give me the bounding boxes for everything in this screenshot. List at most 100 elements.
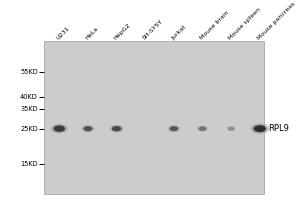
Ellipse shape — [171, 127, 176, 130]
Ellipse shape — [198, 126, 207, 131]
Ellipse shape — [142, 127, 148, 130]
Ellipse shape — [111, 126, 122, 132]
Ellipse shape — [249, 122, 271, 135]
Ellipse shape — [252, 124, 268, 133]
Ellipse shape — [107, 123, 126, 134]
Ellipse shape — [228, 127, 235, 131]
Ellipse shape — [87, 128, 89, 129]
Ellipse shape — [251, 124, 268, 134]
Text: HeLa: HeLa — [84, 26, 99, 41]
Ellipse shape — [85, 127, 90, 130]
Ellipse shape — [171, 127, 177, 131]
Ellipse shape — [115, 128, 118, 130]
Ellipse shape — [53, 125, 66, 132]
Ellipse shape — [55, 126, 64, 131]
Ellipse shape — [200, 127, 206, 130]
Ellipse shape — [167, 125, 180, 132]
Ellipse shape — [169, 126, 178, 131]
Ellipse shape — [230, 128, 232, 129]
Ellipse shape — [54, 126, 65, 132]
Ellipse shape — [167, 125, 181, 133]
Text: 40KD: 40KD — [20, 94, 38, 100]
Ellipse shape — [202, 128, 203, 129]
Ellipse shape — [169, 126, 179, 131]
Ellipse shape — [84, 126, 92, 131]
Text: Mouse spleen: Mouse spleen — [228, 7, 262, 41]
Text: U231: U231 — [56, 26, 71, 41]
Ellipse shape — [143, 128, 148, 130]
Ellipse shape — [226, 126, 236, 131]
Ellipse shape — [85, 127, 91, 131]
Ellipse shape — [254, 126, 265, 132]
Text: Mouse pancreas: Mouse pancreas — [256, 1, 296, 41]
Ellipse shape — [58, 128, 60, 129]
Ellipse shape — [227, 126, 235, 131]
Ellipse shape — [259, 128, 261, 129]
Ellipse shape — [258, 127, 262, 130]
Ellipse shape — [199, 127, 206, 131]
Ellipse shape — [201, 128, 204, 130]
Ellipse shape — [200, 127, 205, 130]
Ellipse shape — [166, 124, 182, 133]
Ellipse shape — [227, 127, 235, 131]
Ellipse shape — [57, 128, 62, 130]
Text: HepG2: HepG2 — [113, 22, 132, 41]
Ellipse shape — [108, 124, 125, 134]
Ellipse shape — [170, 126, 178, 131]
Ellipse shape — [224, 125, 238, 132]
Ellipse shape — [49, 123, 70, 134]
Ellipse shape — [144, 128, 146, 129]
Ellipse shape — [51, 124, 68, 133]
Text: Jurkat: Jurkat — [170, 24, 187, 41]
Ellipse shape — [110, 125, 123, 132]
Ellipse shape — [195, 124, 210, 133]
Text: 35KD: 35KD — [20, 106, 38, 112]
Ellipse shape — [253, 125, 266, 132]
Ellipse shape — [255, 126, 264, 131]
Ellipse shape — [254, 125, 266, 132]
Ellipse shape — [56, 127, 62, 130]
Ellipse shape — [113, 127, 120, 131]
Ellipse shape — [109, 124, 124, 133]
Text: 55KD: 55KD — [20, 69, 38, 75]
Text: Mouse brain: Mouse brain — [199, 10, 230, 41]
Ellipse shape — [196, 125, 209, 132]
Ellipse shape — [194, 124, 211, 133]
Ellipse shape — [48, 122, 71, 135]
Ellipse shape — [50, 123, 69, 134]
Ellipse shape — [82, 125, 94, 132]
Bar — [44, 41, 264, 194]
Text: RPL9: RPL9 — [268, 124, 289, 133]
Ellipse shape — [83, 126, 93, 132]
Ellipse shape — [172, 128, 176, 130]
Ellipse shape — [80, 124, 96, 133]
Ellipse shape — [112, 126, 121, 131]
Ellipse shape — [86, 128, 90, 130]
Ellipse shape — [198, 126, 207, 131]
Text: 25KD: 25KD — [20, 126, 38, 132]
Ellipse shape — [145, 128, 146, 129]
Ellipse shape — [168, 125, 180, 132]
Ellipse shape — [84, 126, 92, 131]
Ellipse shape — [141, 127, 150, 131]
Ellipse shape — [196, 125, 208, 132]
Ellipse shape — [248, 122, 272, 136]
Ellipse shape — [230, 128, 232, 129]
Ellipse shape — [142, 127, 148, 130]
Ellipse shape — [144, 128, 147, 129]
Ellipse shape — [116, 128, 118, 129]
Ellipse shape — [79, 123, 97, 134]
Ellipse shape — [228, 127, 234, 130]
Ellipse shape — [229, 128, 233, 130]
Ellipse shape — [173, 128, 175, 129]
Ellipse shape — [52, 125, 67, 133]
Ellipse shape — [226, 126, 237, 132]
Ellipse shape — [250, 123, 270, 134]
Ellipse shape — [165, 124, 183, 134]
Ellipse shape — [54, 126, 64, 132]
Ellipse shape — [114, 127, 119, 130]
Ellipse shape — [110, 125, 124, 133]
Ellipse shape — [225, 125, 237, 132]
Ellipse shape — [112, 126, 121, 131]
Ellipse shape — [142, 127, 148, 130]
